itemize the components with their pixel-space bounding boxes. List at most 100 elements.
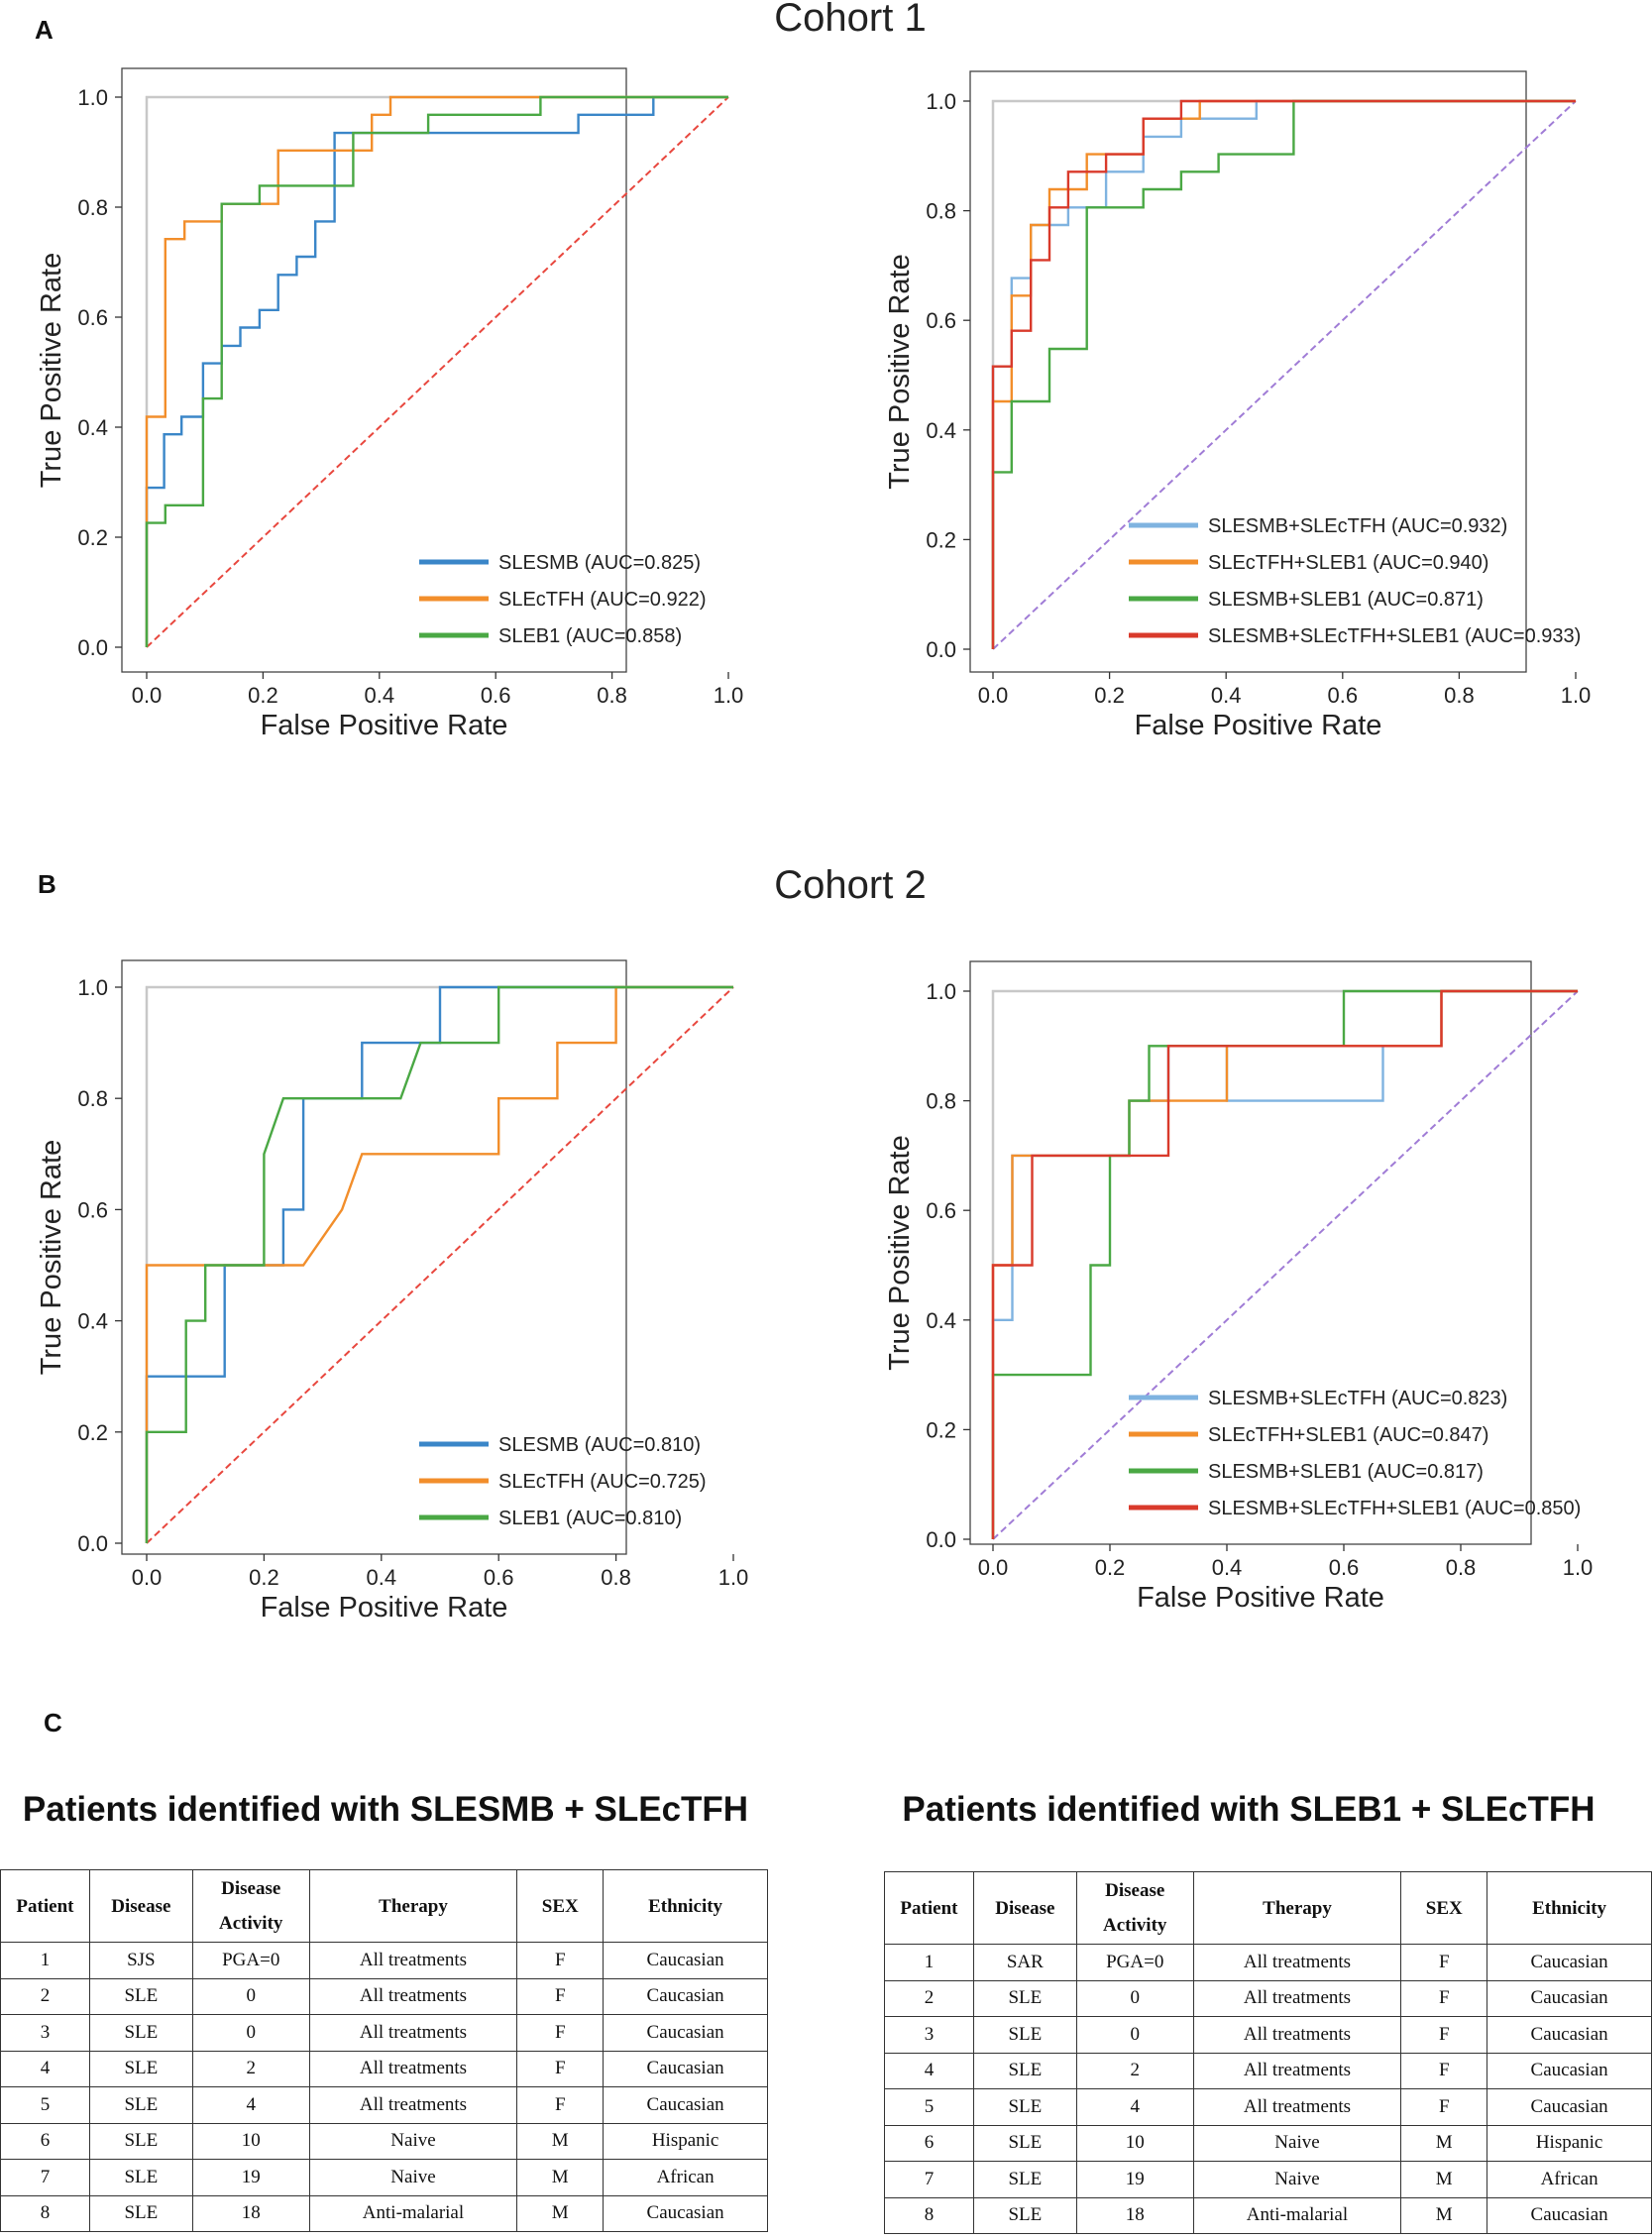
table-cell: SLE bbox=[88, 1977, 193, 2015]
table-cell: 2 bbox=[1075, 2052, 1194, 2089]
roc-curve-4 bbox=[991, 99, 1576, 649]
table-cell: M bbox=[1400, 2161, 1488, 2198]
y-tick-label: 0.2 bbox=[926, 527, 956, 552]
table-cell: Caucasian bbox=[603, 2050, 768, 2087]
table-title-smb-ctfh: Patients identified with SLESMB + SLEcTF… bbox=[22, 1790, 749, 1829]
table-cell: All treatments bbox=[1192, 2052, 1402, 2089]
column-header: Disease Activity bbox=[191, 1869, 310, 1943]
x-tick-label: 0.8 bbox=[597, 683, 627, 708]
chance-diagonal-line bbox=[146, 96, 729, 648]
x-tick-label: 1.0 bbox=[714, 683, 744, 708]
y-tick-label: 1.0 bbox=[77, 975, 108, 1000]
table-cell: Hispanic bbox=[603, 2122, 768, 2160]
table-cell: F bbox=[1400, 2016, 1488, 2054]
table-cell: 18 bbox=[191, 2194, 310, 2232]
x-tick-label: 1.0 bbox=[1561, 683, 1592, 708]
table-cell: Caucasian bbox=[603, 1977, 768, 2015]
table-cell: 8 bbox=[0, 2194, 90, 2232]
table-cell: 2 bbox=[884, 1979, 974, 2017]
table-row: 3 SLE 0 All treatments F Caucasian bbox=[884, 2016, 1652, 2054]
table-cell: 4 bbox=[0, 2050, 90, 2087]
table-cell: Anti-malarial bbox=[308, 2194, 518, 2232]
table-cell: 18 bbox=[1075, 2196, 1194, 2234]
table-cell: 4 bbox=[191, 2086, 310, 2124]
table-cell: SLE bbox=[88, 2122, 193, 2160]
table-row: 2 SLE 0 All treatments F Caucasian bbox=[884, 1979, 1652, 2017]
y-axis-label: True Positive Rate bbox=[884, 254, 916, 489]
x-tick-label: 0.4 bbox=[1212, 1555, 1243, 1580]
legend-entry: SLESMB+SLEcTFH+SLEB1 (AUC=0.850) bbox=[1208, 1498, 1581, 1519]
table-cell: African bbox=[603, 2159, 768, 2196]
x-tick-label: 0.6 bbox=[1329, 1555, 1360, 1580]
table-cell: Naive bbox=[1192, 2124, 1402, 2162]
column-header: Therapy bbox=[1192, 1871, 1402, 1945]
y-tick-label: 0.4 bbox=[926, 418, 956, 443]
table-cell: 10 bbox=[191, 2122, 310, 2160]
y-tick-label: 0.6 bbox=[77, 305, 108, 330]
y-tick-label: 0.2 bbox=[77, 1420, 108, 1445]
table-cell: African bbox=[1487, 2161, 1652, 2198]
x-axis-label: False Positive Rate bbox=[1137, 1582, 1384, 1614]
table-row: 8 SLE 18 Anti-malarial M Caucasian bbox=[884, 2196, 1652, 2234]
chance-diagonal-line bbox=[146, 986, 734, 1544]
legend-entry: SLESMB+SLEB1 (AUC=0.871) bbox=[1208, 589, 1484, 611]
x-tick-label: 0.6 bbox=[481, 683, 511, 708]
table-cell: F bbox=[516, 1942, 605, 1979]
y-tick-label: 0.8 bbox=[77, 195, 108, 220]
legend-entry: SLESMB+SLEcTFH (AUC=0.823) bbox=[1208, 1388, 1507, 1409]
legend-entry: SLESMB+SLEcTFH+SLEB1 (AUC=0.933) bbox=[1208, 625, 1581, 647]
table-cell: F bbox=[1400, 2088, 1488, 2126]
table-cell: 3 bbox=[0, 2014, 90, 2052]
panel-label-c: C bbox=[44, 1708, 62, 1737]
table-cell: SLE bbox=[972, 1979, 1077, 2017]
table-cell: F bbox=[516, 2050, 605, 2087]
table-cell: SLE bbox=[972, 2088, 1077, 2126]
table-cell: All treatments bbox=[308, 1942, 518, 1979]
x-tick-label: 0.0 bbox=[132, 683, 163, 708]
table-cell: SLE bbox=[88, 2014, 193, 2052]
table-cell: SLE bbox=[972, 2124, 1077, 2162]
table-cell: All treatments bbox=[308, 2014, 518, 2052]
x-tick-label: 0.8 bbox=[601, 1565, 631, 1590]
table-cell: M bbox=[516, 2122, 605, 2160]
table-cell: F bbox=[1400, 1944, 1488, 1981]
column-header: SEX bbox=[516, 1869, 605, 1943]
y-tick-label: 0.0 bbox=[926, 1527, 956, 1552]
cohort-1-title: Cohort 1 bbox=[774, 0, 927, 40]
legend-entry: SLEcTFH+SLEB1 (AUC=0.940) bbox=[1208, 552, 1488, 574]
table-row: 4 SLE 2 All treatments F Caucasian bbox=[884, 2052, 1652, 2089]
x-tick-label: 0.8 bbox=[1446, 1555, 1477, 1580]
table-cell: Naive bbox=[1192, 2161, 1402, 2198]
table-cell: Anti-malarial bbox=[1192, 2196, 1402, 2234]
table-cell: 0 bbox=[1075, 2016, 1194, 2054]
x-tick-label: 0.4 bbox=[365, 683, 395, 708]
plot-frame bbox=[121, 959, 627, 1555]
table-cell: SLE bbox=[88, 2050, 193, 2087]
legend-entry: SLESMB+SLEB1 (AUC=0.817) bbox=[1208, 1461, 1484, 1483]
column-header: Ethnicity bbox=[1487, 1871, 1652, 1945]
x-tick-label: 0.2 bbox=[249, 1565, 279, 1590]
column-header: Patient bbox=[884, 1871, 974, 1945]
table-cell: Caucasian bbox=[1487, 1944, 1652, 1981]
table-row: 3 SLE 0 All treatments F Caucasian bbox=[0, 2014, 768, 2052]
table-cell: F bbox=[516, 1977, 605, 2015]
table-row: 5 SLE 4 All treatments F Caucasian bbox=[884, 2088, 1652, 2126]
table-cell: Hispanic bbox=[1487, 2124, 1652, 2162]
table-cell: 6 bbox=[884, 2124, 974, 2162]
table-cell: Caucasian bbox=[603, 2194, 768, 2232]
table-cell: SLE bbox=[972, 2052, 1077, 2089]
y-tick-label: 0.6 bbox=[926, 308, 956, 333]
table-cell: All treatments bbox=[1192, 2016, 1402, 2054]
table-cell: 8 bbox=[884, 2196, 974, 2234]
table-cell: 19 bbox=[1075, 2161, 1194, 2198]
x-tick-label: 0.6 bbox=[484, 1565, 514, 1590]
table-cell: All treatments bbox=[1192, 1979, 1402, 2017]
table-cell: SAR bbox=[972, 1944, 1077, 1981]
roc-curve-3 bbox=[145, 985, 733, 1543]
panel-label-b: B bbox=[38, 869, 56, 899]
table-cell: SLE bbox=[88, 2086, 193, 2124]
column-header: SEX bbox=[1400, 1871, 1488, 1945]
y-tick-label: 0.4 bbox=[77, 1309, 108, 1334]
roc-curve-4 bbox=[991, 989, 1578, 1539]
